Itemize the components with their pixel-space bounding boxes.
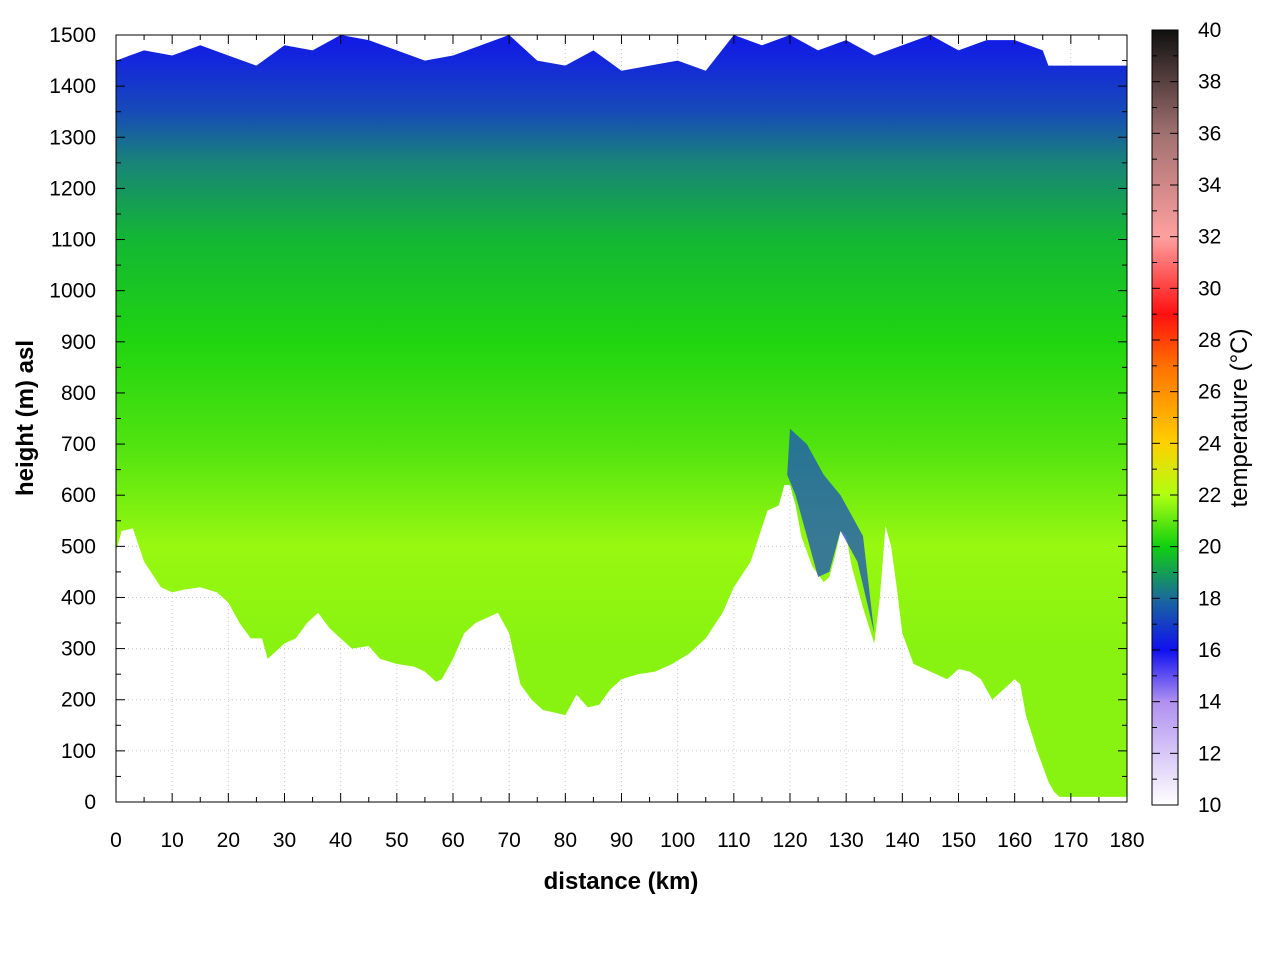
x-tick-label: 140 [885,829,920,852]
x-tick-label: 120 [772,829,807,852]
y-tick-label: 800 [61,382,96,405]
x-tick-label: 150 [941,829,976,852]
y-tick-label: 1400 [49,75,96,98]
y-tick-label: 900 [61,331,96,354]
y-axis-title: height (m) asl [12,340,39,496]
x-tick-label: 110 [717,829,750,852]
x-axis-ticks: 0 10 20 30 40 50 60 70 80 90 100 110 120 130 140 150 160… [110,35,1145,852]
colorbar-tick-label: 38 [1198,71,1221,94]
y-axis-ticks: 0 100 200 300 400 500 600 700 800 900 1000 1100 1200… [49,24,1127,814]
colorbar-ticks: 10 12 14 16 18 20 22 24 26 28 30 32 34 36 38 40 [1152,19,1222,817]
colorbar-tick-label: 12 [1198,742,1221,765]
colorbar-tick-label: 16 [1198,639,1221,662]
x-tick-label: 20 [217,829,240,852]
colorbar-title: temperature (°C) [1226,329,1253,508]
cold-air-pocket [787,428,875,634]
colorbar-tick-label: 14 [1198,691,1222,714]
colorbar-tick-label: 20 [1198,536,1221,559]
x-tick-label: 80 [554,829,577,852]
x-tick-label: 30 [273,829,296,852]
y-tick-label: 200 [61,689,96,712]
colorbar-tick-label: 24 [1198,432,1222,455]
y-tick-label: 100 [61,740,96,763]
y-tick-label: 700 [61,433,96,456]
x-tick-label: 90 [610,829,633,852]
colorbar-tick-label: 36 [1198,122,1221,145]
y-tick-label: 1500 [49,24,96,47]
y-tick-label: 1300 [49,126,96,149]
x-tick-label: 100 [660,829,695,852]
y-tick-label: 1000 [49,280,96,303]
y-tick-label: 500 [61,535,96,558]
x-tick-label: 130 [829,829,864,852]
x-tick-label: 160 [997,829,1032,852]
colorbar-tick-label: 22 [1198,484,1221,507]
colorbar-tick-label: 40 [1198,19,1221,42]
colorbar-tick-label: 34 [1198,174,1222,197]
colorbar-tick-label: 32 [1198,226,1221,249]
colorbar-tick-label: 26 [1198,381,1221,404]
y-tick-label: 600 [61,484,96,507]
y-tick-label: 1100 [51,229,96,252]
x-tick-label: 180 [1109,829,1144,852]
x-tick-label: 10 [160,829,183,852]
y-tick-label: 300 [61,638,96,661]
colorbar-tick-label: 28 [1198,329,1221,352]
x-tick-label: 170 [1053,829,1088,852]
y-tick-label: 400 [61,586,96,609]
y-tick-label: 0 [84,791,96,814]
x-axis-title: distance (km) [544,868,699,895]
x-tick-label: 70 [497,829,520,852]
x-tick-label: 50 [385,829,408,852]
temperature-field [116,35,1127,797]
x-tick-label: 0 [110,829,122,852]
x-tick-label: 60 [441,829,464,852]
colorbar-tick-label: 18 [1198,587,1221,610]
y-tick-label: 1200 [49,177,96,200]
colorbar-tick-label: 10 [1198,794,1221,817]
colorbar-tick-label: 30 [1198,277,1221,300]
x-tick-label: 40 [329,829,352,852]
